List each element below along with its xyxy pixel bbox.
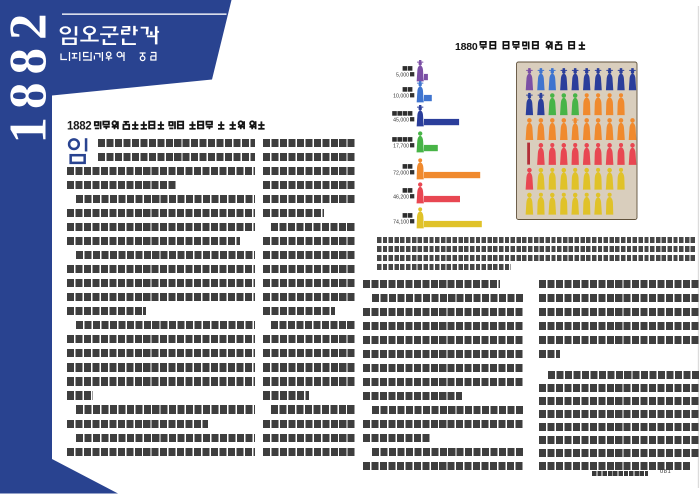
svg-text:10,000: 10,000	[393, 93, 409, 99]
svg-text:45,000: 45,000	[393, 117, 409, 123]
svg-text:1880: 1880	[455, 41, 478, 53]
svg-text:1882: 1882	[0, 6, 58, 144]
svg-text:17,700: 17,700	[393, 143, 409, 149]
svg-text:74,100: 74,100	[393, 219, 409, 225]
svg-text:1882: 1882	[67, 120, 91, 132]
svg-text:46,200: 46,200	[393, 194, 409, 200]
svg-text:5,000: 5,000	[396, 72, 409, 78]
svg-text:72,000: 72,000	[393, 170, 409, 176]
